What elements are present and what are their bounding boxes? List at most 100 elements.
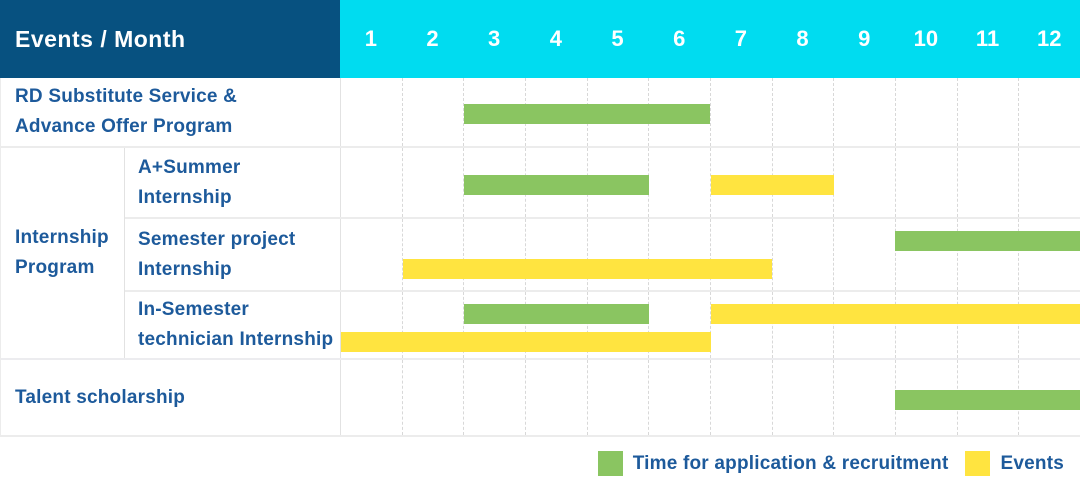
month-grid-cell bbox=[341, 78, 402, 146]
month-grid-cell bbox=[648, 360, 710, 435]
month-grid-cell bbox=[956, 148, 1019, 217]
month-grid-cell bbox=[771, 360, 834, 435]
internship-subrows: A+Summer Internship Semester project Int… bbox=[125, 148, 1080, 358]
table-body: RD Substitute Service & Advance Offer Pr… bbox=[0, 78, 1080, 437]
month-grid-cell bbox=[341, 148, 402, 217]
month-grid-cell bbox=[463, 148, 525, 217]
row-in-semester-technician: In-Semester technician Internship bbox=[125, 290, 1080, 358]
month-grid-cell bbox=[401, 148, 464, 217]
legend-item-application: Time for application & recruitment bbox=[597, 451, 949, 476]
month-label: 10 bbox=[913, 26, 939, 51]
month-label: 12 bbox=[1036, 26, 1062, 51]
month-grid-cell bbox=[956, 78, 1019, 146]
legend-label-application: Time for application & recruitment bbox=[632, 452, 949, 474]
month-grid-cell bbox=[710, 219, 772, 290]
month-grid-cell bbox=[1018, 292, 1080, 358]
month-grid-cell bbox=[771, 292, 834, 358]
row-talent-scholarship: Talent scholarship bbox=[1, 358, 1080, 435]
application-recruitment-bar bbox=[464, 174, 649, 195]
month-grid-cell bbox=[1018, 78, 1080, 146]
table-header-row: Events / Month 1 2 3 4 5 6 7 8 9 10 11 12 bbox=[0, 0, 1080, 78]
month-label: 9 bbox=[858, 26, 871, 51]
month-grid-cell bbox=[833, 219, 895, 290]
row-label-cell: In-Semester technician Internship bbox=[125, 292, 341, 358]
row-label-cell: RD Substitute Service & Advance Offer Pr… bbox=[1, 78, 341, 146]
application-recruitment-bar bbox=[464, 104, 711, 124]
row-label-cell: Semester project Internship bbox=[125, 219, 341, 290]
row-rd-substitute-service: RD Substitute Service & Advance Offer Pr… bbox=[1, 78, 1080, 146]
events-color-swatch bbox=[965, 451, 991, 476]
month-grid-cell bbox=[586, 360, 649, 435]
events-bar bbox=[710, 304, 1080, 324]
gantt-track-semester-project bbox=[341, 219, 1080, 290]
internship-program-group: Internship Program A+Summer Internship S… bbox=[1, 146, 1080, 358]
month-grid-cell bbox=[1018, 148, 1080, 217]
gantt-track-a-plus-summer bbox=[341, 148, 1080, 217]
month-grid-cell bbox=[341, 219, 402, 290]
corner-title: Events / Month bbox=[0, 0, 340, 78]
month-grid-cell bbox=[1018, 219, 1080, 290]
row-label: RD Substitute Service & Advance Offer Pr… bbox=[15, 86, 238, 137]
month-grid-cell bbox=[895, 148, 957, 217]
month-grid-cell bbox=[463, 78, 525, 146]
legend-item-events: Events bbox=[965, 451, 1064, 476]
row-label-cell: A+Summer Internship bbox=[125, 148, 341, 217]
month-grid-cell bbox=[833, 78, 895, 146]
month-label: 6 bbox=[673, 26, 686, 51]
events-bar bbox=[341, 332, 711, 352]
month-grid-cell bbox=[833, 292, 895, 358]
month-grid-cell bbox=[525, 292, 587, 358]
gantt-track-talent-scholarship bbox=[341, 360, 1080, 435]
month-label: 8 bbox=[796, 26, 809, 51]
events-month-table: Events / Month 1 2 3 4 5 6 7 8 9 10 11 12 RD Substi… bbox=[0, 0, 1080, 437]
events-bar bbox=[710, 174, 834, 195]
month-grid-cell bbox=[525, 219, 587, 290]
application-color-swatch bbox=[597, 451, 623, 476]
application-recruitment-bar bbox=[895, 389, 1080, 410]
month-label: 2 bbox=[426, 26, 439, 51]
row-label: Talent scholarship bbox=[15, 386, 186, 408]
month-grid-cell bbox=[771, 78, 834, 146]
month-grid-cell bbox=[341, 360, 402, 435]
month-grid-cell bbox=[648, 219, 710, 290]
month-grid-cell bbox=[463, 360, 525, 435]
month-grid-cell bbox=[525, 360, 587, 435]
month-grid-cell bbox=[463, 292, 525, 358]
month-grid-cell bbox=[401, 219, 464, 290]
month-grid-cell bbox=[771, 219, 834, 290]
month-grid-cell bbox=[710, 78, 772, 146]
month-grid-cell bbox=[895, 78, 957, 146]
application-recruitment-bar bbox=[464, 304, 649, 324]
month-label: 4 bbox=[549, 26, 562, 51]
month-label: 7 bbox=[734, 26, 747, 51]
application-recruitment-bar bbox=[895, 231, 1080, 251]
gantt-track-rd-substitute bbox=[341, 78, 1080, 146]
row-label: Semester project Internship bbox=[138, 228, 296, 280]
month-grid-cell bbox=[833, 360, 895, 435]
month-label: 3 bbox=[488, 26, 501, 51]
row-a-plus-summer: A+Summer Internship bbox=[125, 148, 1080, 217]
month-grid-cell bbox=[648, 292, 710, 358]
group-label-cell: Internship Program bbox=[1, 148, 125, 358]
month-label: 11 bbox=[975, 26, 1000, 51]
month-grid-cell bbox=[401, 292, 464, 358]
row-label: In-Semester technician Internship bbox=[138, 299, 334, 350]
row-label-cell: Talent scholarship bbox=[1, 360, 341, 435]
month-grid-cell bbox=[895, 292, 957, 358]
month-grid-cell bbox=[586, 219, 649, 290]
month-grid-cell bbox=[401, 78, 464, 146]
month-grid-cell bbox=[710, 292, 772, 358]
month-grid-cell bbox=[895, 219, 957, 290]
legend-label-events: Events bbox=[1000, 452, 1064, 474]
gantt-track-in-semester-technician bbox=[341, 292, 1080, 358]
month-grid-cell bbox=[833, 148, 895, 217]
month-grid-cell bbox=[463, 219, 525, 290]
month-grid-cell bbox=[710, 360, 772, 435]
month-grid-cell bbox=[956, 219, 1019, 290]
month-header: 1 2 3 4 5 6 7 8 9 10 11 12 bbox=[340, 0, 1080, 78]
month-label: 5 bbox=[611, 26, 624, 51]
legend: Time for application & recruitment Event… bbox=[0, 437, 1080, 490]
month-label: 1 bbox=[364, 26, 377, 51]
row-semester-project: Semester project Internship bbox=[125, 217, 1080, 290]
